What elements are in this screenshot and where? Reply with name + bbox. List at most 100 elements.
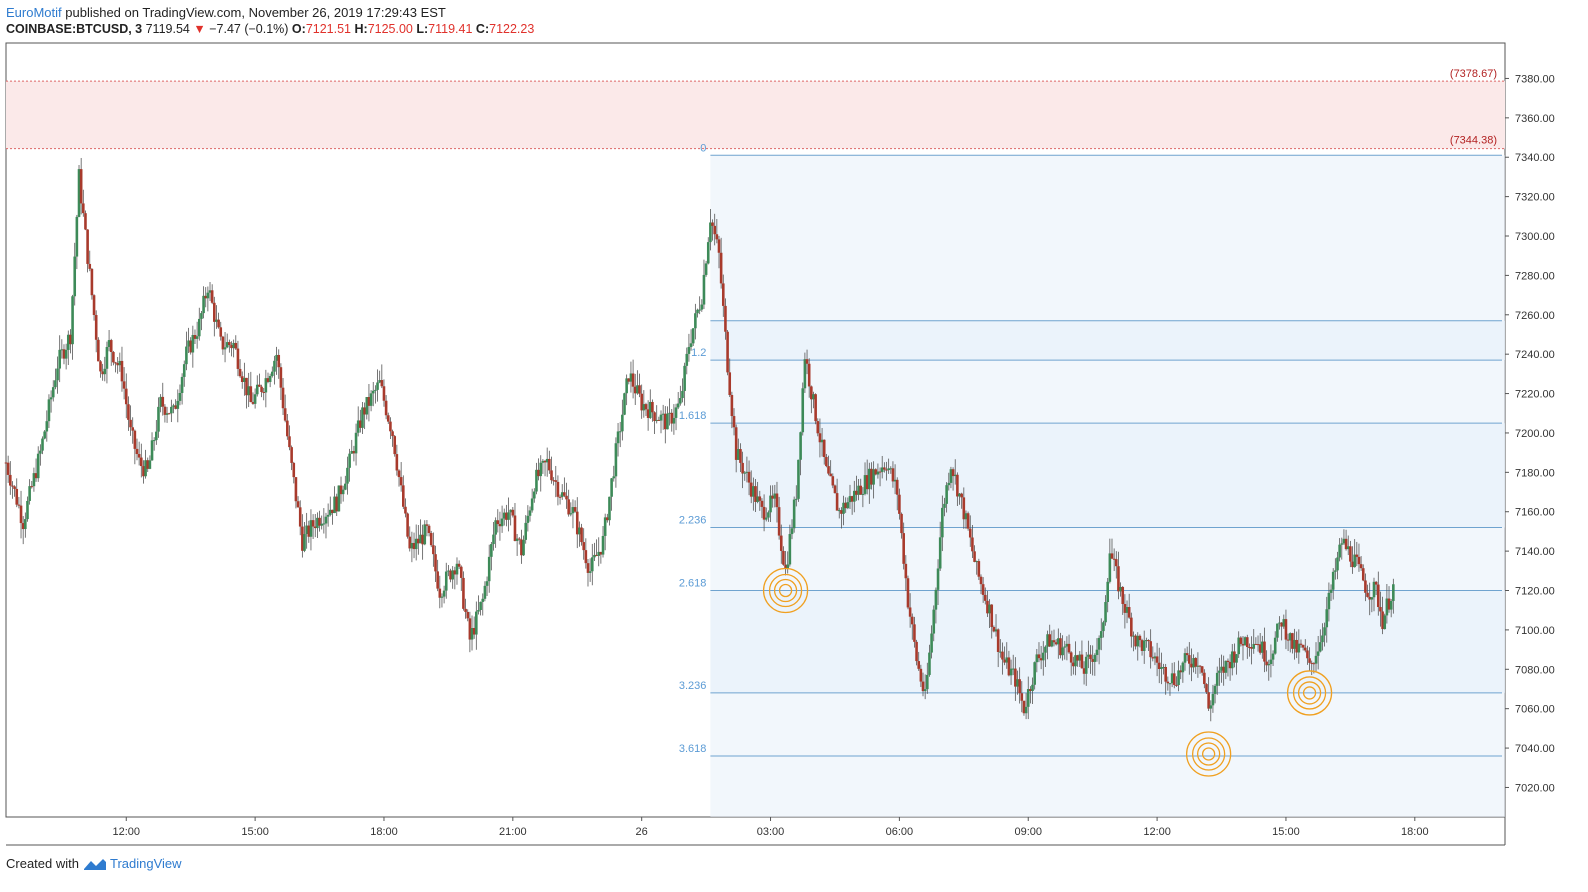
candle-up [1063,646,1067,648]
candle-up [24,519,27,530]
candle-up [812,394,815,400]
time-axis[interactable]: 12:00 15:00 18:00 21:00 26 03:00 06:00 09:00 12:… [112,817,1429,838]
candle-down [129,419,132,428]
candle-up [578,527,581,535]
candle-down [900,513,903,534]
candle-up [1108,553,1112,582]
candle-up [328,509,332,515]
candle-up [603,517,607,536]
candle-up [923,689,927,692]
candle-down [472,627,476,635]
candle-down [262,392,266,394]
candle-up [157,406,160,432]
candle-down [189,340,192,353]
candle-down [1265,661,1268,666]
candle-down [904,563,908,579]
candle-up [206,292,210,299]
author-link[interactable]: EuroMotif [6,5,62,20]
candle-down [1256,644,1260,646]
candle-up [1316,651,1320,656]
fib-extension[interactable]: 0 1.2 1.618 2.236 2.618 3.236 3.618 [679,142,1505,817]
candle-down [1130,617,1133,637]
candle-up [273,360,276,372]
candle-down [913,624,916,642]
tradingview-logo[interactable]: TradingView [83,856,182,871]
candle-down [1149,641,1152,658]
candle-up [54,380,57,388]
price-label: 7240.00 [1515,349,1555,361]
candle-down [1226,660,1230,663]
candle-up [268,375,272,382]
candle-down [1368,596,1372,600]
candle-up [642,404,646,411]
candle-down [1381,611,1384,630]
candle-up [737,449,740,460]
candle-up [1031,684,1034,691]
candle-up [1334,570,1337,572]
candle-up [648,401,652,418]
candle-up [483,585,487,599]
candle-up [1132,635,1135,637]
candle-down [399,477,403,486]
candle-up [1078,654,1082,661]
candle-up [994,629,998,632]
target-circle [1297,681,1322,705]
candle-down [146,460,150,469]
candle-down [582,542,585,551]
candle-up [533,491,536,499]
candle-up [455,563,459,575]
candle-up [1061,647,1064,656]
candle-up [1338,544,1341,558]
candle-up [852,490,856,502]
candle-down [517,538,521,540]
price-axis[interactable]: 7020.00 7040.00 7060.00 7080.00 7100.00 7120.… [1505,73,1555,794]
candle-up [502,512,506,519]
candle-down [228,342,231,346]
candle-up [191,334,195,353]
candle-down [1188,655,1191,664]
candle-up [535,469,538,492]
candle-down [1157,662,1161,670]
candle-up [1044,646,1047,653]
time-label: 15:00 [241,826,269,838]
candle-up [934,589,938,610]
candle-up [801,388,805,433]
candle-up [1269,659,1273,665]
candle-up [953,474,957,477]
candle-down [408,536,412,549]
candle-up [588,571,592,573]
candle-up [1177,670,1180,686]
candle-up [470,627,474,640]
candle-down [1379,607,1382,612]
candle-down [367,397,371,406]
candle-up [612,476,616,479]
candle-up [58,349,61,369]
candle-down [1076,655,1079,661]
candle-down [567,499,570,515]
candle-up [77,169,81,217]
footer: Created with TradingView [6,856,182,871]
candle-down [94,315,98,340]
candle-down [127,404,130,420]
candle-up [507,512,510,520]
candle-down [573,507,577,512]
price-label: 7180.00 [1515,467,1555,479]
candle-up [666,413,669,430]
candle-up [346,467,349,484]
candle-up [305,525,308,535]
candle-up [1224,660,1228,673]
candle-down [217,319,220,328]
candle-down [595,554,598,556]
candle-down [251,402,255,404]
candle-down [1228,662,1232,669]
price-label: 7340.00 [1515,152,1555,164]
candle-down [1114,559,1118,567]
candle-up [1142,640,1146,651]
candle-down [919,668,923,682]
candle-down [558,496,562,498]
candle-down [363,407,366,415]
candle-down [139,457,143,467]
high-label: H: [354,22,368,36]
target-circle [1201,747,1216,761]
